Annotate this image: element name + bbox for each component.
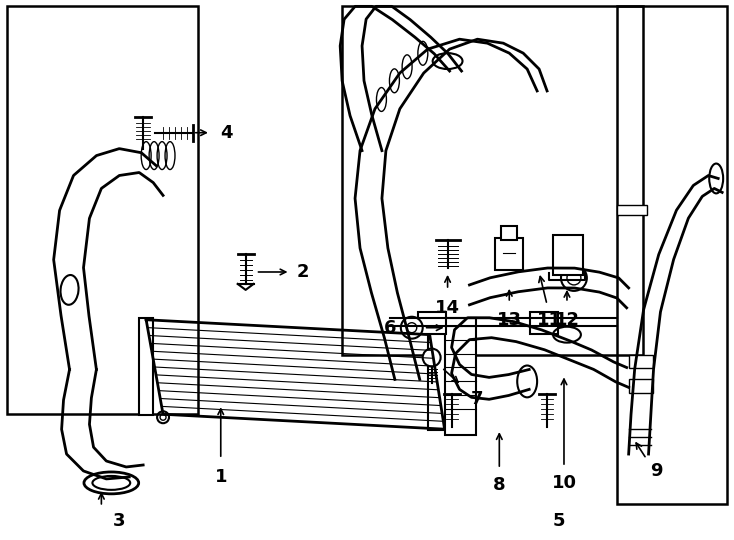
Bar <box>495 238 523 270</box>
Text: 6: 6 <box>384 319 396 337</box>
Bar <box>428 333 448 430</box>
Text: 10: 10 <box>551 474 576 492</box>
Bar <box>553 235 583 275</box>
Text: 9: 9 <box>650 462 663 480</box>
Bar <box>501 226 517 240</box>
Text: 13: 13 <box>497 310 522 329</box>
Bar <box>617 205 647 215</box>
Bar <box>7 6 198 414</box>
Ellipse shape <box>60 275 79 305</box>
Bar <box>342 6 642 355</box>
Bar <box>139 318 153 415</box>
Bar <box>530 312 558 334</box>
Ellipse shape <box>84 472 139 494</box>
Text: 2: 2 <box>297 263 310 281</box>
Text: 5: 5 <box>553 512 565 530</box>
Ellipse shape <box>92 476 130 490</box>
Text: 8: 8 <box>493 476 506 494</box>
Text: 11: 11 <box>537 310 562 329</box>
Text: 7: 7 <box>471 390 484 408</box>
Bar <box>628 380 653 393</box>
Ellipse shape <box>432 53 462 69</box>
Circle shape <box>401 317 423 339</box>
Ellipse shape <box>709 164 723 193</box>
Ellipse shape <box>517 366 537 397</box>
Text: 3: 3 <box>113 512 126 530</box>
Text: 4: 4 <box>220 124 233 141</box>
Bar <box>628 355 653 368</box>
Bar <box>617 6 727 504</box>
Bar <box>418 312 446 334</box>
Text: 1: 1 <box>214 468 227 486</box>
Text: 14: 14 <box>435 299 460 317</box>
Text: 12: 12 <box>554 310 579 329</box>
Circle shape <box>423 349 440 367</box>
Bar <box>445 318 476 435</box>
